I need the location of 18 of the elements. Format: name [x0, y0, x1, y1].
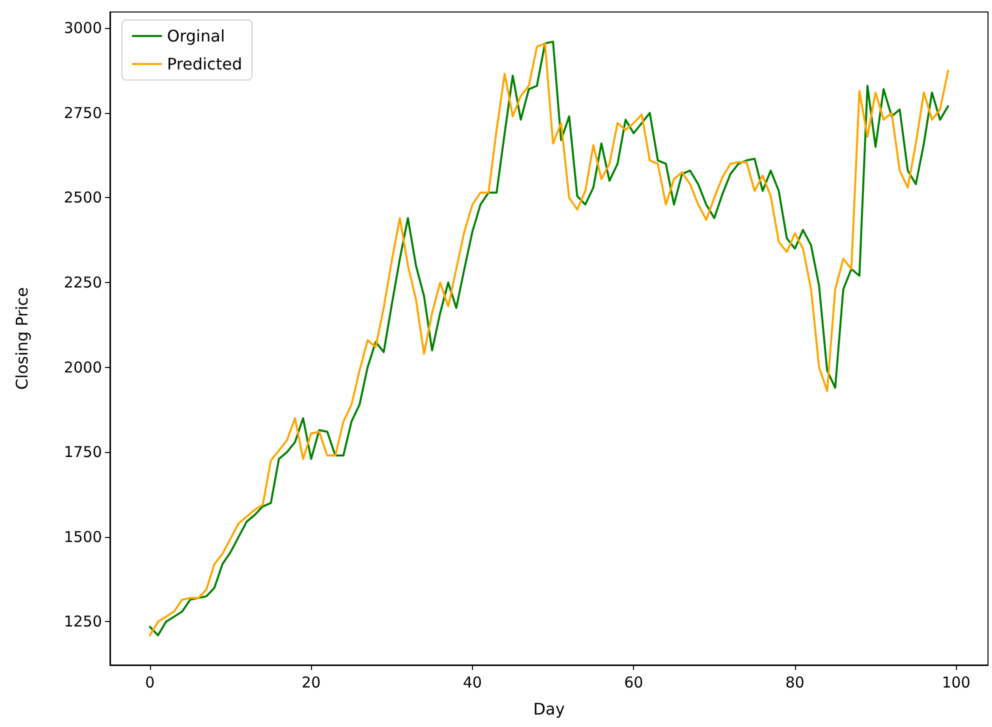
x-tick-label: 20 [302, 674, 321, 692]
legend-label: Predicted [167, 54, 242, 74]
y-tick-label: 1500 [64, 528, 102, 546]
y-tick-label: 2750 [64, 104, 102, 122]
x-tick-label: 60 [624, 674, 644, 692]
x-tick-label: 80 [785, 674, 804, 692]
y-tick-label: 1250 [64, 612, 102, 631]
y-axis-title: Closing Price [12, 287, 32, 390]
y-tick-label: 3000 [64, 19, 102, 38]
x-tick-label: 100 [942, 674, 970, 692]
legend-label: Orginal [167, 26, 225, 46]
y-tick-label: 2250 [64, 274, 102, 292]
y-tick-label: 2500 [64, 188, 102, 207]
y-tick-label: 1750 [64, 443, 102, 462]
x-tick-label: 0 [145, 674, 155, 692]
x-axis-title: Day [533, 700, 565, 718]
x-tick-label: 40 [462, 674, 482, 692]
y-tick-label: 2000 [64, 358, 102, 376]
